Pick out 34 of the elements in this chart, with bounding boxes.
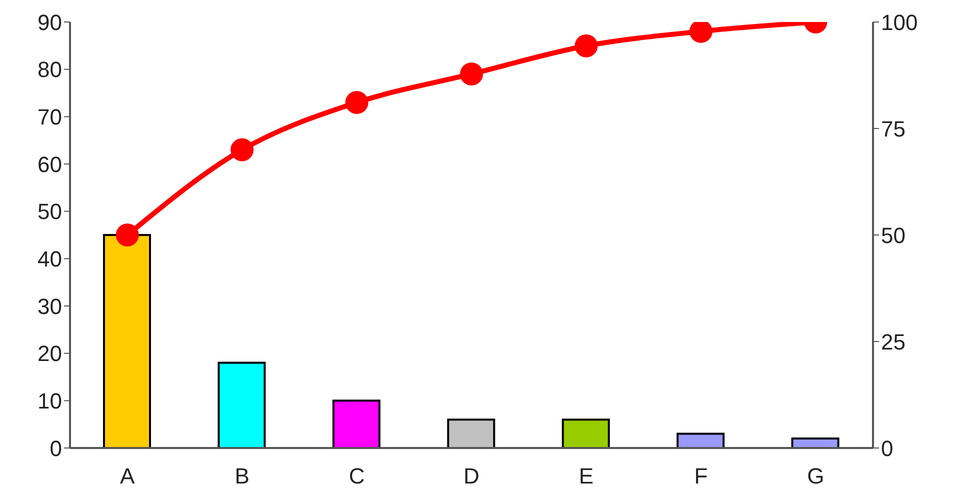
y2-tick-label: 75: [881, 116, 906, 142]
x-tick-label: A: [120, 464, 136, 489]
y-tick-label: 60: [38, 152, 62, 177]
x-tick-label: F: [694, 464, 708, 489]
point: [345, 91, 368, 114]
y-tick-label: 50: [38, 199, 62, 224]
y2-tick-label: 50: [881, 222, 906, 248]
y-tick-label: 90: [38, 10, 62, 35]
point: [230, 138, 254, 162]
y2-tick-label: 25: [881, 329, 906, 354]
x-tick-label: G: [807, 464, 824, 489]
y-tick-label: 80: [38, 57, 62, 82]
y2-tick-label: 0: [881, 436, 894, 461]
bar: [676, 432, 725, 448]
bar: [562, 418, 610, 448]
y-tick-label: 40: [38, 246, 62, 272]
point: [574, 34, 598, 58]
x-tick-label: D: [464, 464, 480, 489]
y2-tick-label: 100: [881, 10, 918, 35]
bar: [447, 418, 496, 448]
x-tick-label: B: [234, 464, 250, 489]
y-tick-label: 0: [50, 436, 62, 461]
x-tick-label: C: [348, 464, 365, 489]
y-tick-label: 10: [38, 388, 62, 414]
y-tick-label: 30: [38, 294, 62, 319]
bar: [791, 438, 840, 448]
bar: [332, 400, 380, 448]
bar: [218, 362, 266, 448]
y-tick-label: 70: [38, 104, 62, 130]
point: [460, 62, 483, 86]
y-tick-label: 20: [38, 341, 62, 366]
x-tick-label: E: [578, 464, 594, 489]
point: [116, 224, 139, 246]
bar: [103, 234, 151, 448]
